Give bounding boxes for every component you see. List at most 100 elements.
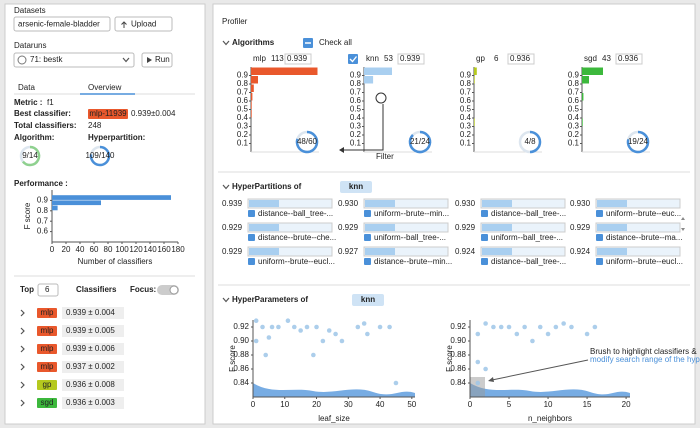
score-box xyxy=(62,325,124,337)
point xyxy=(361,321,367,326)
expand-icon[interactable] xyxy=(20,399,25,407)
partition-checkbox[interactable] xyxy=(481,234,488,241)
partition-checkbox[interactable] xyxy=(481,258,488,265)
y-tick-label: 0.7 xyxy=(350,88,362,97)
score-box xyxy=(62,307,124,319)
algo-name: mlp xyxy=(41,326,54,335)
y-tick-label: 0.9 xyxy=(237,71,249,80)
label: Datasets xyxy=(14,6,46,15)
y-tick-label: 0.2 xyxy=(350,130,362,139)
point xyxy=(387,324,392,330)
algo-name: sgd xyxy=(41,398,54,407)
expand-icon[interactable] xyxy=(20,345,25,353)
y-tick-label: 0.8 xyxy=(350,79,362,88)
point xyxy=(253,318,259,324)
profiler-title: Profiler xyxy=(222,17,248,26)
y-tick-label: 0.7 xyxy=(460,88,472,97)
partition-checkbox[interactable] xyxy=(596,234,603,241)
algo-name: knn xyxy=(349,182,363,191)
tab[interactable]: Data xyxy=(18,83,35,92)
point xyxy=(522,324,527,330)
annotation: Brush to highlight classifiers & modify s… xyxy=(590,347,700,364)
partition-checkbox[interactable] xyxy=(364,258,371,265)
point xyxy=(320,338,326,344)
expand-icon[interactable] xyxy=(20,381,25,389)
best-score: 0.939±0.004 xyxy=(131,109,176,118)
y-tick-label: 0.90 xyxy=(450,336,466,345)
expand-icon[interactable] xyxy=(20,309,25,317)
dataset-input[interactable] xyxy=(13,16,111,32)
x-tick-label: 20 xyxy=(62,245,71,254)
y-tick-label: 0.1 xyxy=(237,139,249,148)
point xyxy=(561,321,566,326)
hist-bar xyxy=(582,118,583,126)
partition-fill xyxy=(365,224,395,231)
algo-name: knn xyxy=(366,54,379,63)
algo-checkbox[interactable] xyxy=(348,54,358,64)
x-tick-label: 0 xyxy=(251,400,256,409)
algo-best: 0.936 xyxy=(510,54,531,63)
annotation-arrowhead xyxy=(488,377,494,382)
partition-bar xyxy=(595,198,681,209)
upload-icon xyxy=(121,21,127,28)
annotation-text: Brush to highlight classifiers & xyxy=(590,347,697,356)
y-tick-label: 0.90 xyxy=(233,336,249,345)
expand-icon[interactable] xyxy=(20,363,25,371)
point xyxy=(491,324,496,330)
partition-checkbox[interactable] xyxy=(248,210,255,217)
partition-checkbox[interactable] xyxy=(364,210,371,217)
hist-bar xyxy=(251,93,253,101)
total-label: Total classifiers: xyxy=(14,121,77,130)
y-tick-label: 0.5 xyxy=(237,105,249,114)
point xyxy=(514,331,520,337)
hist-bar xyxy=(582,93,584,101)
partition-checkbox[interactable] xyxy=(481,210,488,217)
y-tick-label: 0.6 xyxy=(568,96,580,105)
x-axis-label: n_neighbors xyxy=(528,414,572,423)
run-button[interactable] xyxy=(141,52,173,68)
point xyxy=(333,331,338,337)
x-tick-label: 15 xyxy=(583,400,592,409)
top-input[interactable] xyxy=(37,283,59,297)
expand-icon[interactable] xyxy=(20,327,25,335)
best-label: Best classifier: xyxy=(14,109,71,118)
hist-bar xyxy=(474,67,477,75)
point xyxy=(260,324,265,330)
partition-bar xyxy=(595,246,681,257)
y-tick-label: 0.5 xyxy=(568,105,580,114)
focus-label: Focus: xyxy=(130,285,156,294)
donut-arc xyxy=(21,145,41,167)
datarun-select[interactable] xyxy=(13,52,135,68)
algo-name: gp xyxy=(43,380,52,389)
tab[interactable]: Overview xyxy=(88,83,122,92)
point xyxy=(276,324,281,330)
partition-checkbox[interactable] xyxy=(596,258,603,265)
partition-checkbox[interactable] xyxy=(364,234,371,241)
y-tick-label: 0.9 xyxy=(460,71,472,80)
partition-bar xyxy=(247,246,333,257)
partition-checkbox[interactable] xyxy=(248,258,255,265)
partition-fill xyxy=(249,200,279,207)
partition-bar xyxy=(595,222,681,233)
partition-checkbox[interactable] xyxy=(248,234,255,241)
upload-button[interactable] xyxy=(114,16,173,32)
bar xyxy=(52,205,58,211)
point xyxy=(253,338,259,344)
hist-bar xyxy=(582,76,589,84)
point xyxy=(298,328,303,333)
partition-bar xyxy=(480,246,566,257)
score-box xyxy=(62,361,124,373)
point xyxy=(475,331,481,337)
partition-score: 0.930 xyxy=(455,199,476,208)
point xyxy=(545,331,551,337)
filter-arrowhead xyxy=(339,147,344,153)
partition-checkbox[interactable] xyxy=(596,210,603,217)
point xyxy=(263,352,269,358)
section-title: HyperPartitions of xyxy=(232,182,302,191)
partition-fill xyxy=(365,200,395,207)
point xyxy=(291,324,297,330)
brush[interactable] xyxy=(470,377,485,397)
point xyxy=(304,324,310,330)
y-tick-label: 0.88 xyxy=(450,350,466,359)
algo-name: mlp xyxy=(41,308,54,317)
